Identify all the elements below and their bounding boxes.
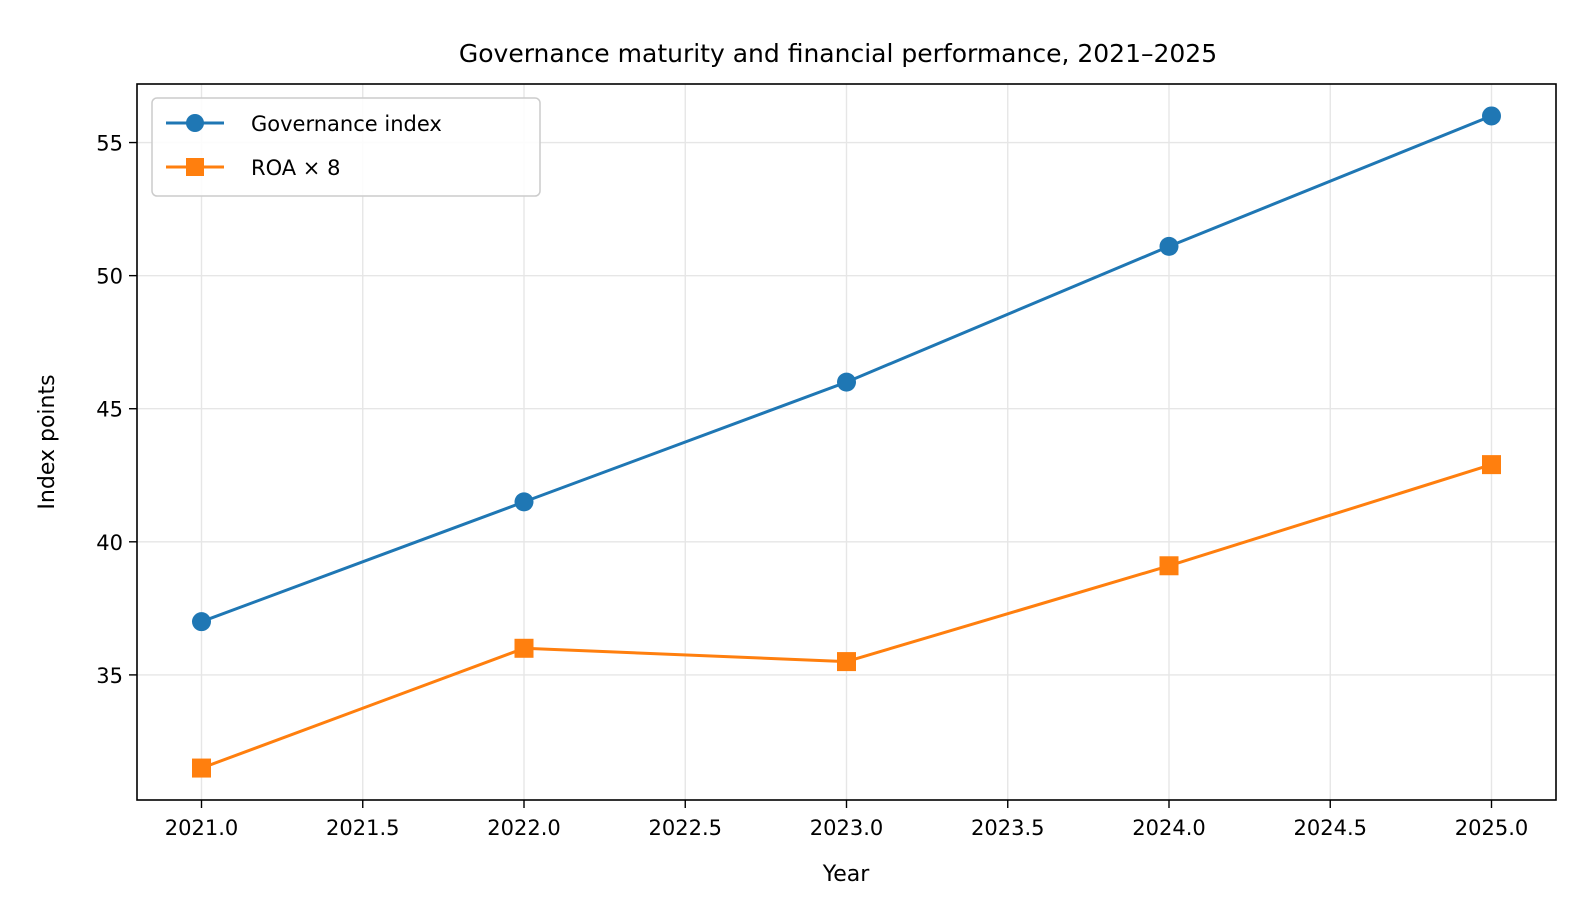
x-tick-label: 2024.0 (1132, 816, 1205, 840)
y-tick-label: 35 (96, 664, 123, 688)
data-point-0 (1159, 236, 1179, 256)
x-axis-ticks: 2021.0 2021.5 2022.0 2022.5 2023.0 2023.5 2024… (165, 800, 1528, 840)
x-tick-label: 2022.5 (649, 816, 722, 840)
chart-title: Governance maturity and financial perfor… (459, 39, 1217, 68)
y-tick-label: 55 (96, 132, 123, 156)
data-point-0 (514, 492, 534, 512)
x-tick-label: 2025.0 (1455, 816, 1528, 840)
x-tick-label: 2024.5 (1294, 816, 1367, 840)
x-tick-label: 2022.0 (487, 816, 560, 840)
data-point-1 (1159, 556, 1179, 576)
y-tick-label: 40 (96, 531, 123, 555)
x-axis-label: Year (822, 862, 871, 887)
x-tick-label: 2021.5 (326, 816, 399, 840)
legend-box (151, 97, 541, 197)
data-point-0 (192, 612, 211, 632)
x-tick-label: 2023.0 (810, 816, 883, 840)
y-axis-ticks: 35 40 45 50 55 (96, 132, 137, 688)
legend-label-roa: ROA × 8 (251, 156, 340, 180)
y-tick-label: 50 (96, 265, 123, 289)
series-group (192, 106, 1501, 778)
legend-marker-governance (186, 114, 204, 132)
data-point-1 (1482, 455, 1501, 475)
legend: Governance index ROA × 8 (151, 97, 541, 197)
data-point-1 (514, 638, 534, 658)
x-tick-label: 2023.5 (971, 816, 1044, 840)
data-point-0 (1482, 106, 1501, 126)
data-point-0 (837, 372, 856, 392)
legend-marker-roa (186, 158, 204, 176)
data-point-1 (192, 758, 211, 778)
plot-frame (136, 83, 1557, 801)
legend-label-governance: Governance index (251, 112, 442, 136)
x-tick-label: 2021.0 (165, 816, 238, 840)
y-tick-label: 45 (96, 398, 123, 422)
grid-lines (137, 84, 1556, 800)
y-axis-label: Index points (35, 374, 60, 509)
data-point-1 (837, 652, 856, 672)
